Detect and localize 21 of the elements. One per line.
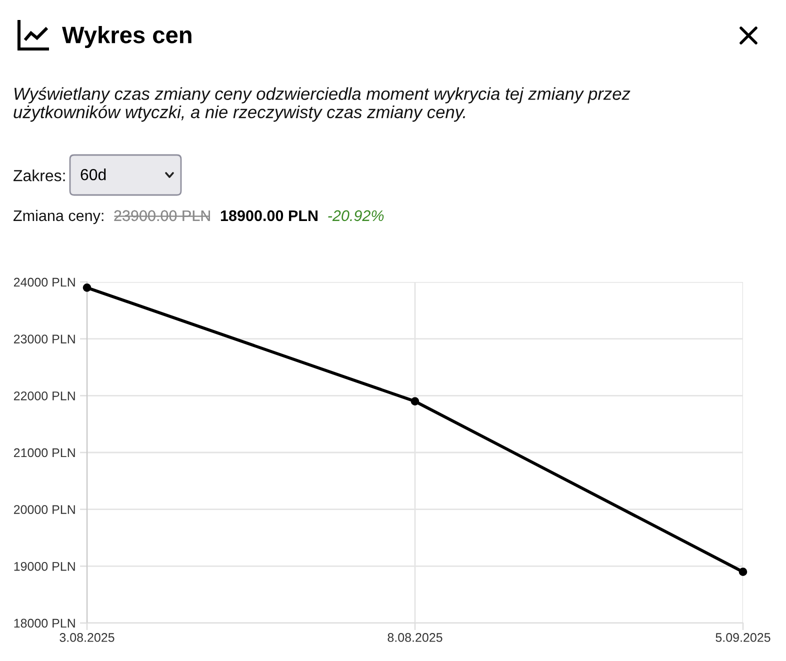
y-tick-label: 24000 PLN <box>14 278 75 287</box>
text: 23900.00 PLN <box>114 210 210 222</box>
x-tick-label: 5.09.2025 <box>716 633 770 642</box>
text: -20.92% <box>328 210 384 222</box>
x-tick-label: 8.08.2025 <box>388 633 442 642</box>
y-tick-label: 23000 PLN <box>14 334 75 344</box>
y-tick-label: 22000 PLN <box>14 391 75 400</box>
point <box>82 284 92 292</box>
y-tick-label: 21000 PLN <box>14 448 75 458</box>
text: 18900.00 PLN <box>220 210 318 222</box>
y-tick-label: 19000 PLN <box>14 562 75 571</box>
chart-title: Wykres cen <box>62 26 192 48</box>
chart-subtitle: Wyświetlany czas zmiany ceny odzwierciedla moment wykrycia tej zmiany przez użytkowników wtyczki, a nie rzeczywisty czas zmiany ceny. <box>14 87 630 122</box>
y-tick-label: 20000 PLN <box>14 505 75 514</box>
text: 60d <box>80 168 106 180</box>
y-tick-label: 18000 PLN <box>14 618 75 628</box>
point <box>738 568 748 576</box>
text: Zmiana ceny: <box>13 210 104 224</box>
point <box>410 397 420 406</box>
text: Zakres: <box>14 170 65 182</box>
x-tick-label: 3.08.2025 <box>60 633 114 642</box>
